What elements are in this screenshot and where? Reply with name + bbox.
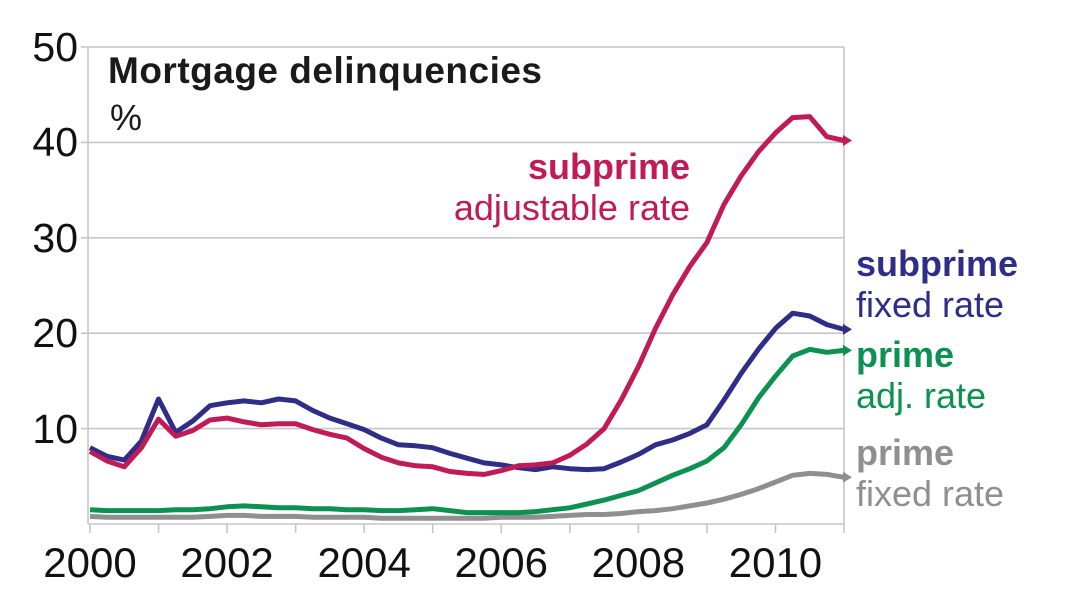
series-label-subprime-adjustable: subprime adjustable rate — [290, 146, 690, 228]
line-end-arrow-subprime-fixed — [843, 323, 852, 335]
chart-title: Mortgage delinquencies — [108, 50, 543, 91]
y-axis-tick-label-30: 30 — [32, 214, 78, 261]
series-label-prime-adj: prime adj. rate — [856, 334, 1076, 416]
x-axis-tick-label-2006: 2006 — [454, 539, 548, 586]
series-line-subprime-fixed — [88, 310, 845, 473]
series-line-prime-adj — [89, 346, 845, 516]
series-label-line: prime — [856, 334, 955, 375]
y-axis-tick-label-40: 40 — [32, 119, 78, 166]
x-axis-tick-label-2010: 2010 — [728, 539, 823, 586]
gridlines — [88, 46, 844, 430]
y-axis-tick-label-50: 50 — [32, 24, 78, 70]
plot-border — [87, 47, 845, 525]
series-label-line: subprime — [856, 243, 1019, 284]
y-axis-unit-label: % — [110, 97, 143, 138]
series-label-line: subprime — [527, 146, 690, 187]
line-end-arrow-subprime-adjustable — [843, 134, 852, 146]
x-axis-tick-label-2002: 2002 — [180, 539, 274, 586]
series-label-subprime-fixed: subprime fixed rate — [856, 243, 1076, 325]
y-axis-tick-label-20: 20 — [32, 310, 78, 357]
line-end-arrow-prime-adj — [843, 344, 852, 356]
series-label-line: adjustable rate — [453, 187, 690, 228]
series-line-prime-fixed — [89, 470, 845, 521]
line-end-arrow-prime-fixed — [843, 471, 852, 483]
x-axis-tick-label-2004: 2004 — [317, 539, 411, 586]
y-axis-tick-label-10: 10 — [32, 405, 78, 452]
axis-tick-marks — [81, 46, 845, 533]
series-label-line: fixed rate — [856, 284, 1005, 325]
series-label-line: prime — [856, 432, 955, 473]
x-axis-tick-label-2008: 2008 — [591, 539, 686, 586]
series-line-subprime-adjustable — [88, 114, 845, 477]
series-label-line: adj. rate — [856, 375, 987, 416]
series-label-prime-fixed: prime fixed rate — [856, 432, 1076, 514]
series-lines — [88, 114, 852, 521]
series-label-line: fixed rate — [856, 473, 1005, 514]
x-axis-tick-label-2000: 2000 — [43, 539, 137, 586]
